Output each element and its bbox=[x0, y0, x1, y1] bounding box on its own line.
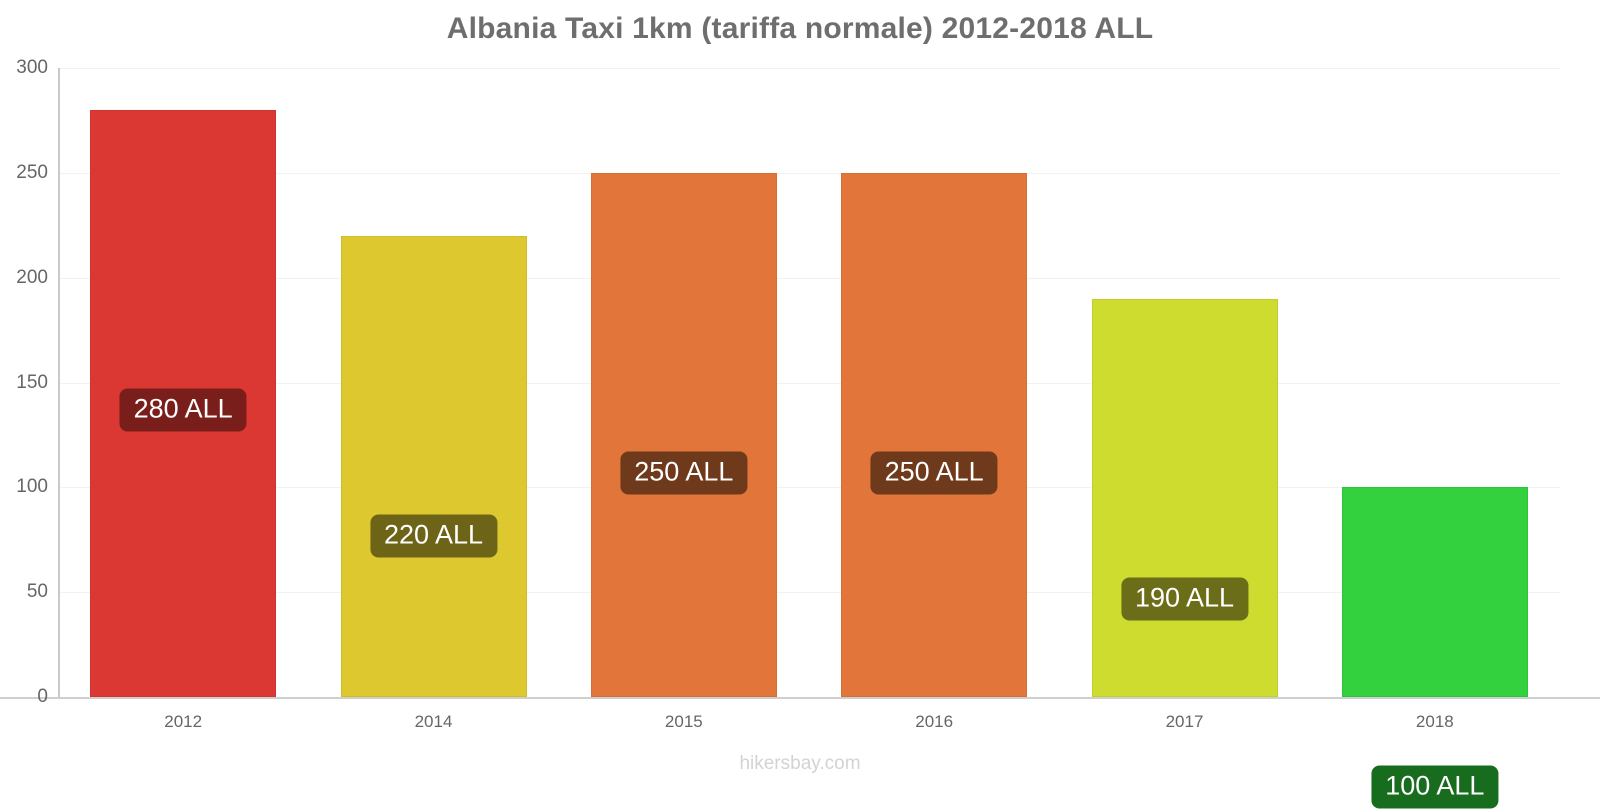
y-tick-label: 250 bbox=[16, 161, 48, 183]
x-tick-label: 2017 bbox=[1165, 712, 1204, 731]
bar[interactable] bbox=[1341, 487, 1528, 697]
bar[interactable] bbox=[1091, 298, 1278, 697]
chart-title: Albania Taxi 1km (tariffa normale) 2012-… bbox=[446, 12, 1154, 45]
y-tick-label: 300 bbox=[16, 57, 48, 78]
bar-value-label: 250 ALL bbox=[870, 451, 998, 495]
bar-value-label: 280 ALL bbox=[119, 388, 247, 432]
gridline bbox=[58, 68, 1560, 69]
gridline bbox=[58, 487, 1560, 489]
y-tick-label: 150 bbox=[16, 371, 48, 393]
x-axis-line bbox=[0, 697, 1600, 699]
bar-value-label: 220 ALL bbox=[369, 514, 498, 558]
bar-value-label: 250 ALL bbox=[620, 451, 748, 495]
x-tick-label: 2016 bbox=[915, 712, 954, 731]
plot-area: 280 ALL 220 ALL 250 ALL 250 ALL 190 ALL 100 A… bbox=[58, 68, 1560, 809]
y-tick-label: 50 bbox=[26, 581, 48, 603]
x-tick-label: 2014 bbox=[414, 712, 453, 731]
bar-value-label: 190 ALL bbox=[1120, 577, 1249, 621]
bar[interactable] bbox=[340, 235, 527, 697]
x-tick-label: 2015 bbox=[664, 712, 703, 731]
x-tick-label: 2018 bbox=[1415, 712, 1454, 731]
y-axis-line bbox=[58, 68, 60, 697]
x-tick-label: 2012 bbox=[164, 712, 203, 731]
gridline bbox=[58, 172, 1560, 174]
gridline bbox=[58, 382, 1560, 384]
y-tick-label: 100 bbox=[16, 476, 48, 498]
bar[interactable] bbox=[590, 172, 777, 697]
bar[interactable] bbox=[841, 172, 1028, 697]
watermark: hikersbay.com bbox=[739, 753, 861, 774]
y-tick-label: 200 bbox=[16, 266, 48, 288]
gridline bbox=[58, 277, 1560, 279]
gridline bbox=[58, 592, 1560, 594]
y-tick-label: 0 bbox=[37, 686, 48, 707]
